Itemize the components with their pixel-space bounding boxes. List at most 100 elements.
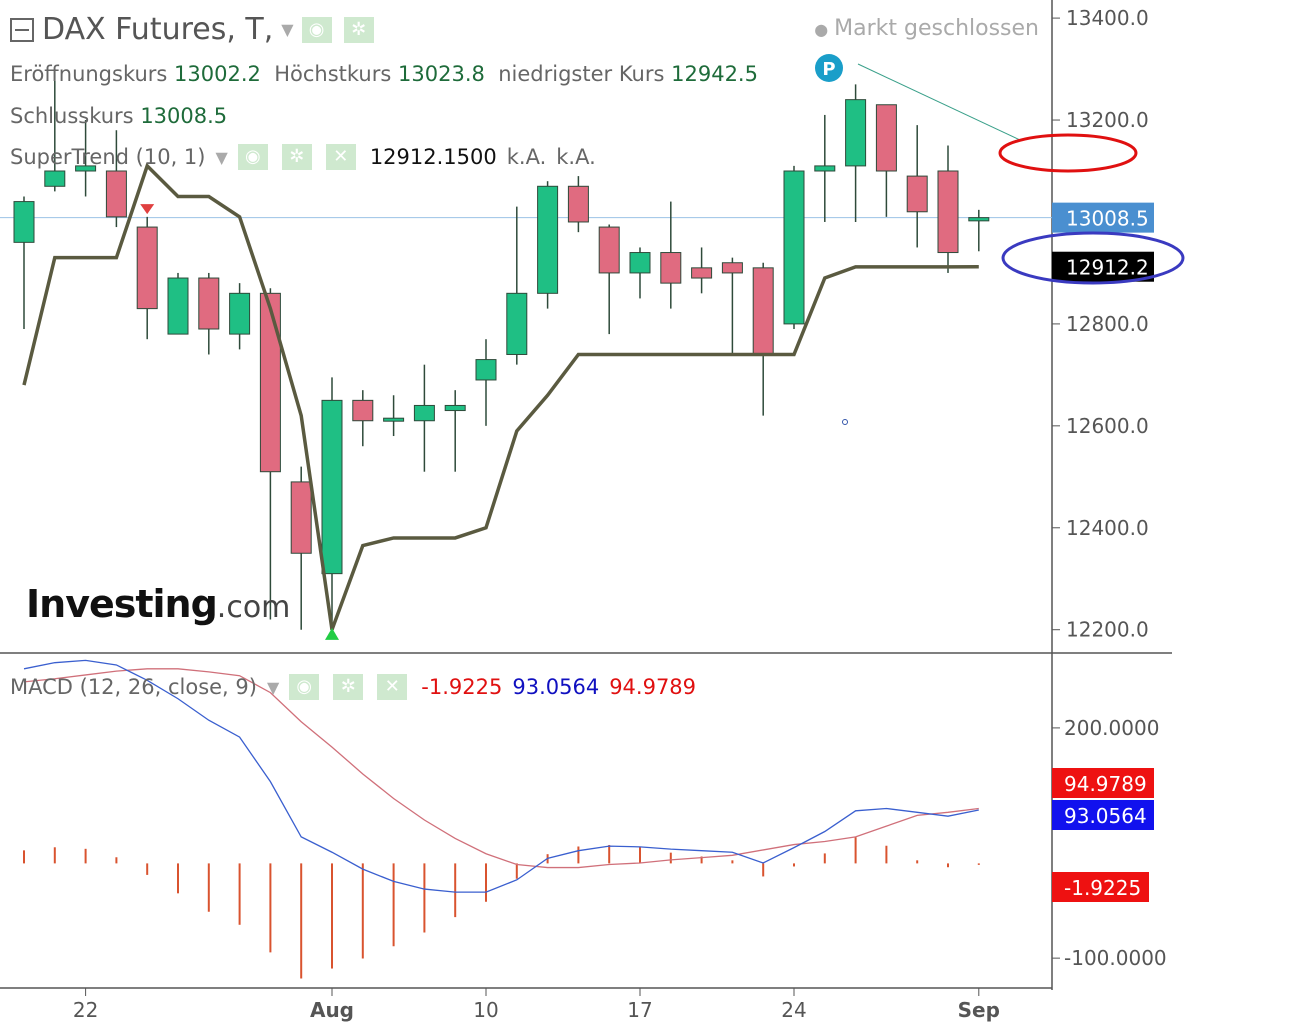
candle-body (198, 277, 220, 330)
supertrend-extra-1: k.A. (506, 145, 547, 169)
price-axis-label: 13400.0 (1066, 6, 1149, 30)
time-axis-label: Aug (310, 998, 354, 1022)
candle-body (783, 170, 805, 325)
ohlc-row: Eröffnungskurs 13002.2 Höchstkurs 13023.… (10, 62, 758, 86)
price-axis-label: 12200.0 (1066, 618, 1149, 642)
macd-signal-value: 94.9789 (609, 675, 697, 699)
candle-body (444, 404, 466, 412)
candle-body (906, 175, 928, 213)
macd-value-tag (1052, 872, 1149, 902)
supertrend-label[interactable]: SuperTrend (10, 1) (10, 145, 206, 169)
supertrend-price-tag (1052, 251, 1154, 282)
eye-icon[interactable]: ◉ (289, 674, 320, 700)
candle-body (537, 185, 559, 294)
macd-line-value: 93.0564 (512, 675, 600, 699)
close-row: Schlusskurs 13008.5 (10, 104, 227, 128)
chart-title-row: DAX Futures, T, ▼ ◉ ✲ (10, 12, 378, 47)
candle-body (75, 165, 97, 172)
low-value: 12942.5 (671, 62, 758, 86)
supertrend-price-tag-text: 12912.2 (1066, 256, 1149, 280)
open-value: 13002.2 (174, 62, 261, 86)
time-axis-label: 10 (473, 998, 498, 1022)
macd-value-tag (1052, 800, 1154, 830)
candle-body (691, 267, 713, 279)
macd-value-tag-text: 93.0564 (1064, 804, 1147, 828)
market-status-text: Markt geschlossen (834, 16, 1039, 41)
candle-body (629, 252, 651, 274)
pivot-marker-label: P (822, 59, 835, 80)
candle-body (875, 104, 897, 172)
trend-line (857, 63, 1021, 141)
time-axis-label: 17 (627, 998, 652, 1022)
candle-body (136, 226, 158, 310)
collapse-icon[interactable] (10, 17, 34, 42)
low-label: niedrigster Kurs (498, 62, 665, 86)
macd-signal-line (23, 668, 979, 869)
candle-body (13, 201, 35, 243)
supertrend-line (22, 162, 979, 631)
macd-axis-label: 200.0000 (1064, 716, 1159, 740)
open-label: Eröffnungskurs (10, 62, 168, 86)
candle-body (105, 170, 127, 218)
macd-value-tag-text: 94.9789 (1064, 772, 1147, 796)
supertrend-value: 12912.1500 (369, 145, 497, 169)
last-price-tag (1052, 202, 1154, 233)
candle-body (937, 170, 959, 254)
time-axis-label: 24 (781, 998, 806, 1022)
price-axis-label: 12800.0 (1066, 312, 1149, 336)
pivot-marker-icon (815, 54, 843, 82)
candle-body (567, 185, 589, 223)
stray-dot (842, 419, 848, 425)
candle-body (44, 170, 66, 187)
gear-icon[interactable]: ✲ (281, 144, 312, 170)
logo-suffix: .com (216, 590, 291, 625)
eye-icon[interactable]: ◉ (301, 16, 332, 43)
candle-body (660, 252, 682, 284)
macd-axis-label: -100.0000 (1064, 946, 1167, 970)
candle-body (290, 481, 312, 554)
candle-body (598, 226, 620, 274)
candle-body (413, 404, 435, 422)
macd-legend: MACD (12, 26, close, 9) ▼ ◉ ✲ ✕ -1.9225 93… (10, 674, 696, 700)
logo-main: Investing (26, 582, 218, 626)
time-axis-label: Sep (958, 998, 1000, 1022)
status-dot-icon: ● (814, 20, 829, 39)
buy-signal-arrow-icon (325, 627, 339, 640)
close-value: 13008.5 (140, 104, 228, 128)
macd-value-tag (1052, 768, 1154, 798)
candle-body (506, 292, 528, 355)
close-icon[interactable]: ✕ (325, 144, 356, 170)
gear-icon[interactable]: ✲ (333, 674, 364, 700)
candle-body (259, 292, 281, 473)
candle-body (229, 292, 251, 335)
chevron-down-icon[interactable]: ▼ (215, 147, 228, 167)
candle-body (752, 267, 774, 355)
investing-logo: Investing.com (26, 582, 290, 626)
candle-body (968, 217, 990, 222)
last-price-tag-text: 13008.5 (1066, 207, 1149, 231)
symbol-title[interactable]: DAX Futures, T, (42, 12, 274, 47)
high-value: 13023.8 (398, 62, 485, 86)
price-axis-label: 12400.0 (1066, 516, 1149, 540)
red-annotation-ellipse (998, 133, 1138, 173)
eye-icon[interactable]: ◉ (237, 144, 268, 170)
supertrend-legend: SuperTrend (10, 1) ▼ ◉ ✲ ✕ 12912.1500 k.A.… (10, 144, 596, 170)
gear-icon[interactable]: ✲ (343, 16, 374, 43)
macd-value-tag-text: -1.9225 (1064, 876, 1141, 900)
supertrend-extra-2: k.A. (556, 145, 596, 169)
close-label: Schlusskurs (10, 104, 134, 128)
time-axis-label: 22 (73, 998, 98, 1022)
market-status: ● Markt geschlossen (814, 16, 1039, 41)
candle-body (475, 359, 497, 381)
price-axis-label: 12600.0 (1066, 414, 1149, 438)
candle-body (814, 165, 836, 172)
chevron-down-icon[interactable]: ▼ (266, 677, 280, 697)
blue-annotation-ellipse (1001, 231, 1185, 285)
close-icon[interactable]: ✕ (377, 674, 408, 700)
chevron-down-icon[interactable]: ▼ (281, 20, 294, 39)
price-axis-label: 13200.0 (1066, 108, 1149, 132)
candle-body (383, 417, 405, 422)
macd-label[interactable]: MACD (12, 26, close, 9) (10, 675, 257, 699)
candle-body (721, 262, 743, 274)
